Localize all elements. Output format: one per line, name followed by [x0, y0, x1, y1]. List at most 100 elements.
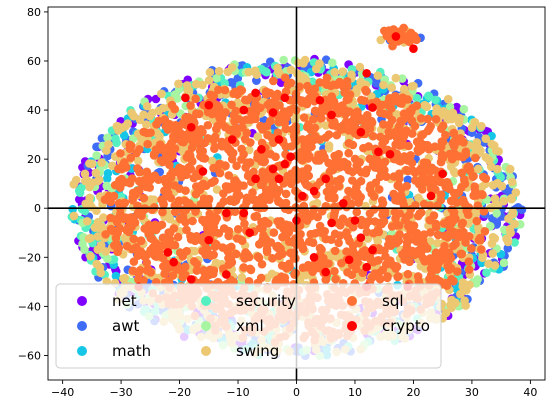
swing-point: [472, 142, 481, 152]
sql-point: [381, 260, 391, 269]
sql-point: [309, 205, 319, 214]
sql-point: [346, 188, 355, 197]
sql-point: [281, 220, 291, 229]
awt-point: [92, 142, 101, 152]
crypto-point: [257, 145, 266, 154]
sql-point: [330, 158, 340, 168]
sql-point: [449, 276, 458, 286]
sql-point: [302, 99, 312, 109]
sql-point: [127, 213, 137, 222]
sql-point: [182, 246, 191, 256]
sql-point: [382, 172, 391, 181]
swing-point: [112, 122, 122, 131]
sql-point: [479, 207, 489, 216]
crypto-point: [227, 135, 237, 144]
crypto-point: [315, 95, 325, 105]
sql-point: [344, 148, 353, 158]
swing-point: [477, 121, 486, 131]
sql-point: [454, 152, 464, 161]
sql-point: [101, 230, 110, 239]
swing-point: [447, 303, 456, 313]
sql-point: [305, 151, 314, 161]
swing-point: [456, 289, 465, 299]
sql-point: [410, 121, 420, 131]
swing-point: [450, 168, 460, 178]
y-tick-label: 0: [34, 202, 41, 215]
sql-point: [172, 265, 182, 274]
swing-point: [97, 158, 106, 167]
sql-point: [476, 235, 485, 245]
sql-point: [135, 167, 144, 177]
sql-point: [278, 232, 287, 242]
sql-point: [273, 89, 282, 99]
legend-item-net: net: [77, 292, 137, 310]
crypto-point: [251, 174, 260, 184]
sql-point: [332, 122, 342, 131]
sql-point: [308, 262, 318, 272]
swing-point: [191, 79, 201, 89]
sql-point: [128, 266, 138, 275]
sql-point: [198, 179, 208, 189]
sql-point: [142, 128, 152, 138]
xml-point: [103, 254, 112, 263]
crypto-point: [286, 152, 295, 161]
crypto-point: [204, 235, 214, 245]
crypto-point: [222, 208, 231, 218]
sql-point: [344, 165, 354, 175]
sql-point: [175, 184, 184, 194]
legend-item-crypto: crypto: [347, 317, 430, 335]
sql-point: [305, 86, 314, 95]
y-tick-label: −40: [18, 300, 41, 313]
sql-point: [409, 221, 419, 230]
sql-point: [287, 142, 297, 151]
sql-point: [411, 176, 420, 185]
swing-point: [392, 109, 402, 119]
sql-point: [460, 199, 469, 208]
security-point: [431, 95, 440, 105]
sql-point: [111, 215, 121, 224]
xml-point: [78, 239, 87, 249]
crypto-point: [438, 169, 447, 179]
sql-point: [345, 118, 355, 127]
x-tick-label: −30: [109, 386, 132, 399]
sql-point: [206, 90, 216, 100]
sql-point: [395, 98, 405, 108]
sql-point: [374, 185, 384, 194]
swing-point: [373, 71, 383, 80]
swing-point: [490, 261, 500, 270]
sql-point: [430, 142, 440, 151]
xml-point: [397, 74, 407, 83]
sql-point: [284, 228, 294, 237]
sql-point: [384, 26, 394, 35]
sql-point: [328, 165, 338, 175]
legend-label: awt: [112, 317, 139, 335]
swing-point: [473, 164, 483, 174]
sql-point: [265, 195, 274, 204]
security-point: [74, 186, 84, 196]
awt-point: [371, 79, 381, 88]
swing-point: [198, 80, 207, 90]
sql-point: [128, 192, 138, 202]
swing-point: [491, 146, 501, 155]
sql-point: [127, 174, 137, 183]
net-point: [151, 94, 161, 104]
legend-item-xml: xml: [201, 317, 264, 335]
math-point: [119, 131, 129, 140]
sql-point: [219, 224, 229, 233]
sql-point: [456, 249, 466, 259]
swing-point: [387, 83, 397, 92]
net-point: [75, 195, 84, 204]
sql-point: [440, 231, 449, 241]
crypto-point: [169, 257, 179, 267]
swing-point: [71, 175, 81, 185]
legend-label: math: [112, 342, 151, 360]
sql-point: [266, 188, 276, 198]
sql-point: [361, 168, 371, 178]
sql-point: [379, 120, 388, 129]
sql-point: [394, 236, 404, 246]
sql-point: [203, 244, 212, 254]
swing-point: [214, 66, 224, 76]
sql-point: [116, 149, 125, 158]
sql-point: [418, 236, 428, 245]
sql-point: [331, 274, 340, 284]
